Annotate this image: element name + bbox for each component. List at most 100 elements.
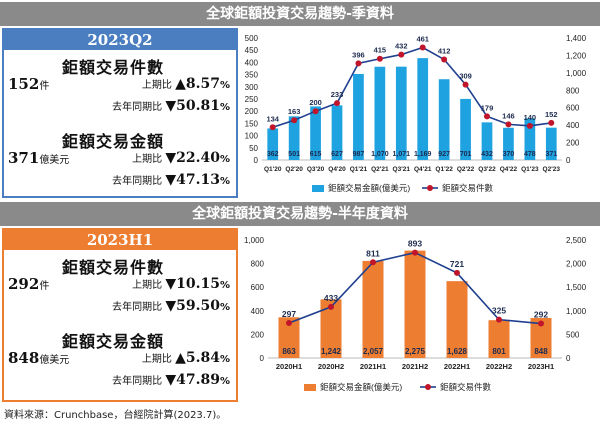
deal-count-label: 233 [331,90,344,99]
category-label: 2021H2 [402,362,428,371]
deal-count-point-Q1'22 [441,56,448,63]
bar-2022H1 [446,281,468,358]
bar-Q2'23 [545,127,557,160]
source-note: 資料來源：Crunchbase，台經院計算(2023.7)。 [4,410,227,421]
deal-count-point-2023H1 [538,320,544,327]
legend-bar-swatch [304,384,316,391]
category-label: 2020H2 [318,362,344,371]
deal-count-label: 893 [408,239,422,249]
deal-count-line [272,46,552,129]
kpi-value: 292件 [8,275,50,293]
halfyear-deals-kpi: 鉅額交易件數 292件 上期比 ▼10.15% 去年同期比 ▼59.50% [4,250,236,324]
left-axis-tick-label: 200 [251,330,265,339]
left-axis-tick-label: 0 [254,156,259,165]
category-label: Q1'20 [264,166,282,173]
deal-count-point-Q4'20 [334,100,340,107]
quarterly-section-title: 全球鉅額投資交易趨勢-季資料 [0,2,600,26]
legend-bar-swatch [312,185,324,192]
deal-count-point-Q3'21 [398,51,405,58]
left-axis-tick-label: 400 [251,307,265,316]
category-label: Q1'22 [435,166,453,173]
quarterly-deals-kpi: 鉅額交易件數 152件 上期比 ▲8.57% 去年同期比 ▼50.81% [4,50,236,124]
arrow-down-icon: ▼ [165,298,177,314]
halfyear-kpi-panel: 2023H1 鉅額交易件數 292件 上期比 ▼10.15% 去年同期比 ▼59… [2,228,238,402]
kpi-yoy-row: 去年同期比 ▼59.50% [112,298,230,314]
right-axis-tick-label: 2,000 [566,260,587,269]
bar-2020H1 [278,317,300,358]
category-label: Q2'23 [543,166,561,173]
halfyear-amount-kpi: 鉅額交易金額 848億美元 上期比 ▲5.84% 去年同期比 ▼47.89% [4,324,236,398]
category-label: Q3'22 [478,166,496,173]
bar-Q3'22 [481,122,493,160]
left-axis-tick-label: 350 [245,71,259,80]
category-label: Q3'20 [307,166,325,173]
bar-value-label: 478 [524,151,536,158]
arrow-down-icon: ▼ [165,372,177,388]
deal-count-label: 163 [288,107,301,116]
kpi-value: 152件 [8,75,50,93]
deal-count-point-Q4'21 [419,44,426,51]
quarterly-amount-kpi: 鉅額交易金額 371億美元 上期比 ▼22.40% 去年同期比 ▼47.13% [4,124,236,198]
kpi-value: 371億美元 [8,149,70,167]
deal-count-point-2021H2 [412,249,418,256]
deal-count-point-Q2'21 [376,55,383,62]
category-label: Q4'22 [500,166,518,173]
left-axis-tick-label: 0 [260,354,265,363]
bar-Q1'22 [438,79,450,160]
arrow-down-icon: ▼ [165,150,177,166]
bar-Q1'20 [267,128,279,160]
kpi-yoy-row: 去年同期比 ▼47.13% [112,172,230,188]
deal-count-point-2020H1 [286,319,292,326]
bar-value-label: 370 [503,151,515,158]
bar-value-label: 2,057 [363,347,384,356]
halfyear-chart-svg: 0 200 400 600 800 1,000 0 500 1,000 1,500 2,000 2,5… [244,236,587,392]
category-label: Q2'20 [285,166,303,173]
deal-count-point-2021H1 [370,259,376,266]
deal-count-label: 415 [374,46,387,55]
deal-count-label: 461 [416,35,429,44]
bar-value-label: 1,628 [447,347,468,356]
category-label: 2021H1 [360,362,386,371]
deal-count-point-Q2'22 [462,81,469,88]
category-label: 2020H1 [276,362,302,371]
kpi-yoy-row: 去年同期比 ▼50.81% [112,98,230,114]
bar-value-label: 432 [481,151,493,158]
right-axis-tick-label: 500 [566,330,580,339]
category-label: 2022H2 [486,362,512,371]
kpi-title: 鉅額交易金額 [62,332,165,351]
deal-count-label: 297 [282,309,296,319]
deal-count-point-Q1'23 [526,122,533,129]
right-axis-tick-label: 2,500 [566,236,587,245]
right-axis-tick-label: 1,400 [566,34,587,43]
arrow-down-icon: ▼ [165,98,177,114]
bar-value-label: 362 [267,151,279,158]
halfyear-period-label: 2023H1 [4,230,236,250]
legend-line-marker [427,185,433,191]
deal-count-point-Q4'22 [505,121,512,128]
legend-line-marker [425,384,431,390]
left-axis-tick-label: 600 [251,283,265,292]
bar-value-label: 987 [353,151,365,158]
bar-value-label: 927 [438,151,450,158]
quarterly-chart: 0 50 100 150 200 250 300 350 400 450 500 0 200 400 600… [240,28,596,198]
deal-count-label: 325 [492,306,506,316]
legend-bar-label: 鉅額交易金額(億美元) [320,382,402,392]
kpi-yoy-row: 去年同期比 ▼47.89% [112,372,230,388]
arrow-down-icon: ▼ [165,172,177,188]
halfyear-chart: 0 200 400 600 800 1,000 0 500 1,000 1,500 2,000 2,5… [240,228,596,402]
bar-value-label: 1,070 [371,151,389,158]
deal-count-label: 432 [395,42,408,51]
bar-2021H1 [362,260,384,358]
right-axis-tick-label: 0 [566,354,571,363]
category-label: Q1'21 [350,166,368,173]
right-axis-tick-label: 600 [566,104,580,113]
bar-value-label: 701 [460,151,472,158]
category-label: Q4'21 [414,166,432,173]
quarterly-chart-svg: 0 50 100 150 200 250 300 350 400 450 500 0 200 400 600… [245,34,587,193]
arrow-up-icon: ▲ [175,76,186,92]
category-label: Q3'21 [393,166,411,173]
left-axis-tick-label: 250 [245,95,259,104]
bar-value-label: 1,242 [321,347,342,356]
bar-value-label: 848 [534,347,548,356]
arrow-down-icon: ▼ [165,276,177,292]
